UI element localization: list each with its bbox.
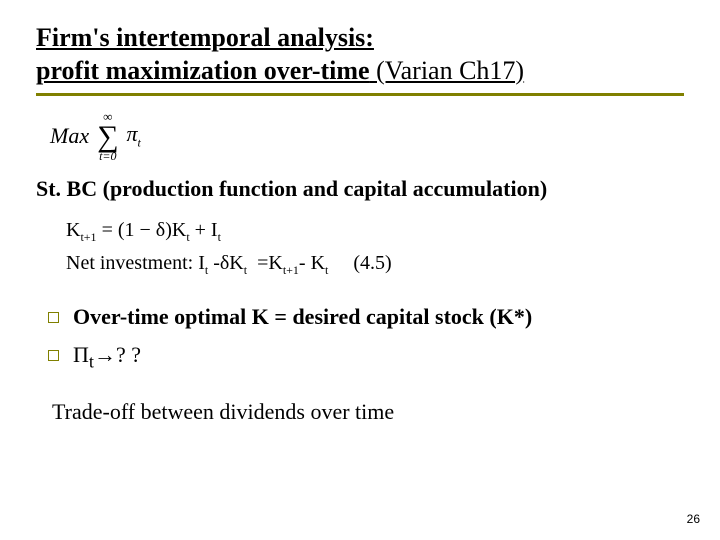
pi-term: πt [126, 121, 140, 150]
square-bullet-icon [48, 312, 59, 323]
constraint-heading: St. BC (production function and capital … [36, 176, 684, 202]
equation-block: Kt+1 = (1 − δ)Kt + It Net investment: It… [66, 214, 684, 280]
square-bullet-icon [48, 350, 59, 361]
bullet1-text: Over-time optimal K = desired capital st… [73, 304, 532, 330]
page-number: 26 [687, 512, 700, 526]
list-item: Over-time optimal K = desired capital st… [48, 304, 684, 330]
title-rule [36, 93, 684, 96]
slide-title: Firm's intertemporal analysis: profit ma… [36, 22, 684, 87]
bullet-list: Over-time optimal K = desired capital st… [48, 304, 684, 372]
slide: Firm's intertemporal analysis: profit ma… [0, 0, 720, 540]
max-label: Max [50, 123, 89, 149]
bullet2-text: Πt→? ? [73, 342, 141, 372]
equation-objective: Max ∞ ∑ t=0 πt [50, 110, 684, 162]
title-line2-plain: (Varian Ch17) [370, 56, 525, 85]
eq-capital-accum: Kt+1 = (1 − δ)Kt + It [66, 214, 684, 247]
eq-net-investment: Net investment: It -δKt =Kt+1- Kt (4.5) [66, 247, 684, 280]
tradeoff-text: Trade-off between dividends over time [52, 399, 684, 425]
title-line2-bold: profit maximization over-time [36, 56, 370, 85]
sigma-icon: ∞ ∑ t=0 [97, 110, 118, 162]
list-item: Πt→? ? [48, 342, 684, 372]
title-line1: Firm's intertemporal analysis: [36, 23, 374, 52]
sum-bottom: t=0 [99, 150, 116, 162]
